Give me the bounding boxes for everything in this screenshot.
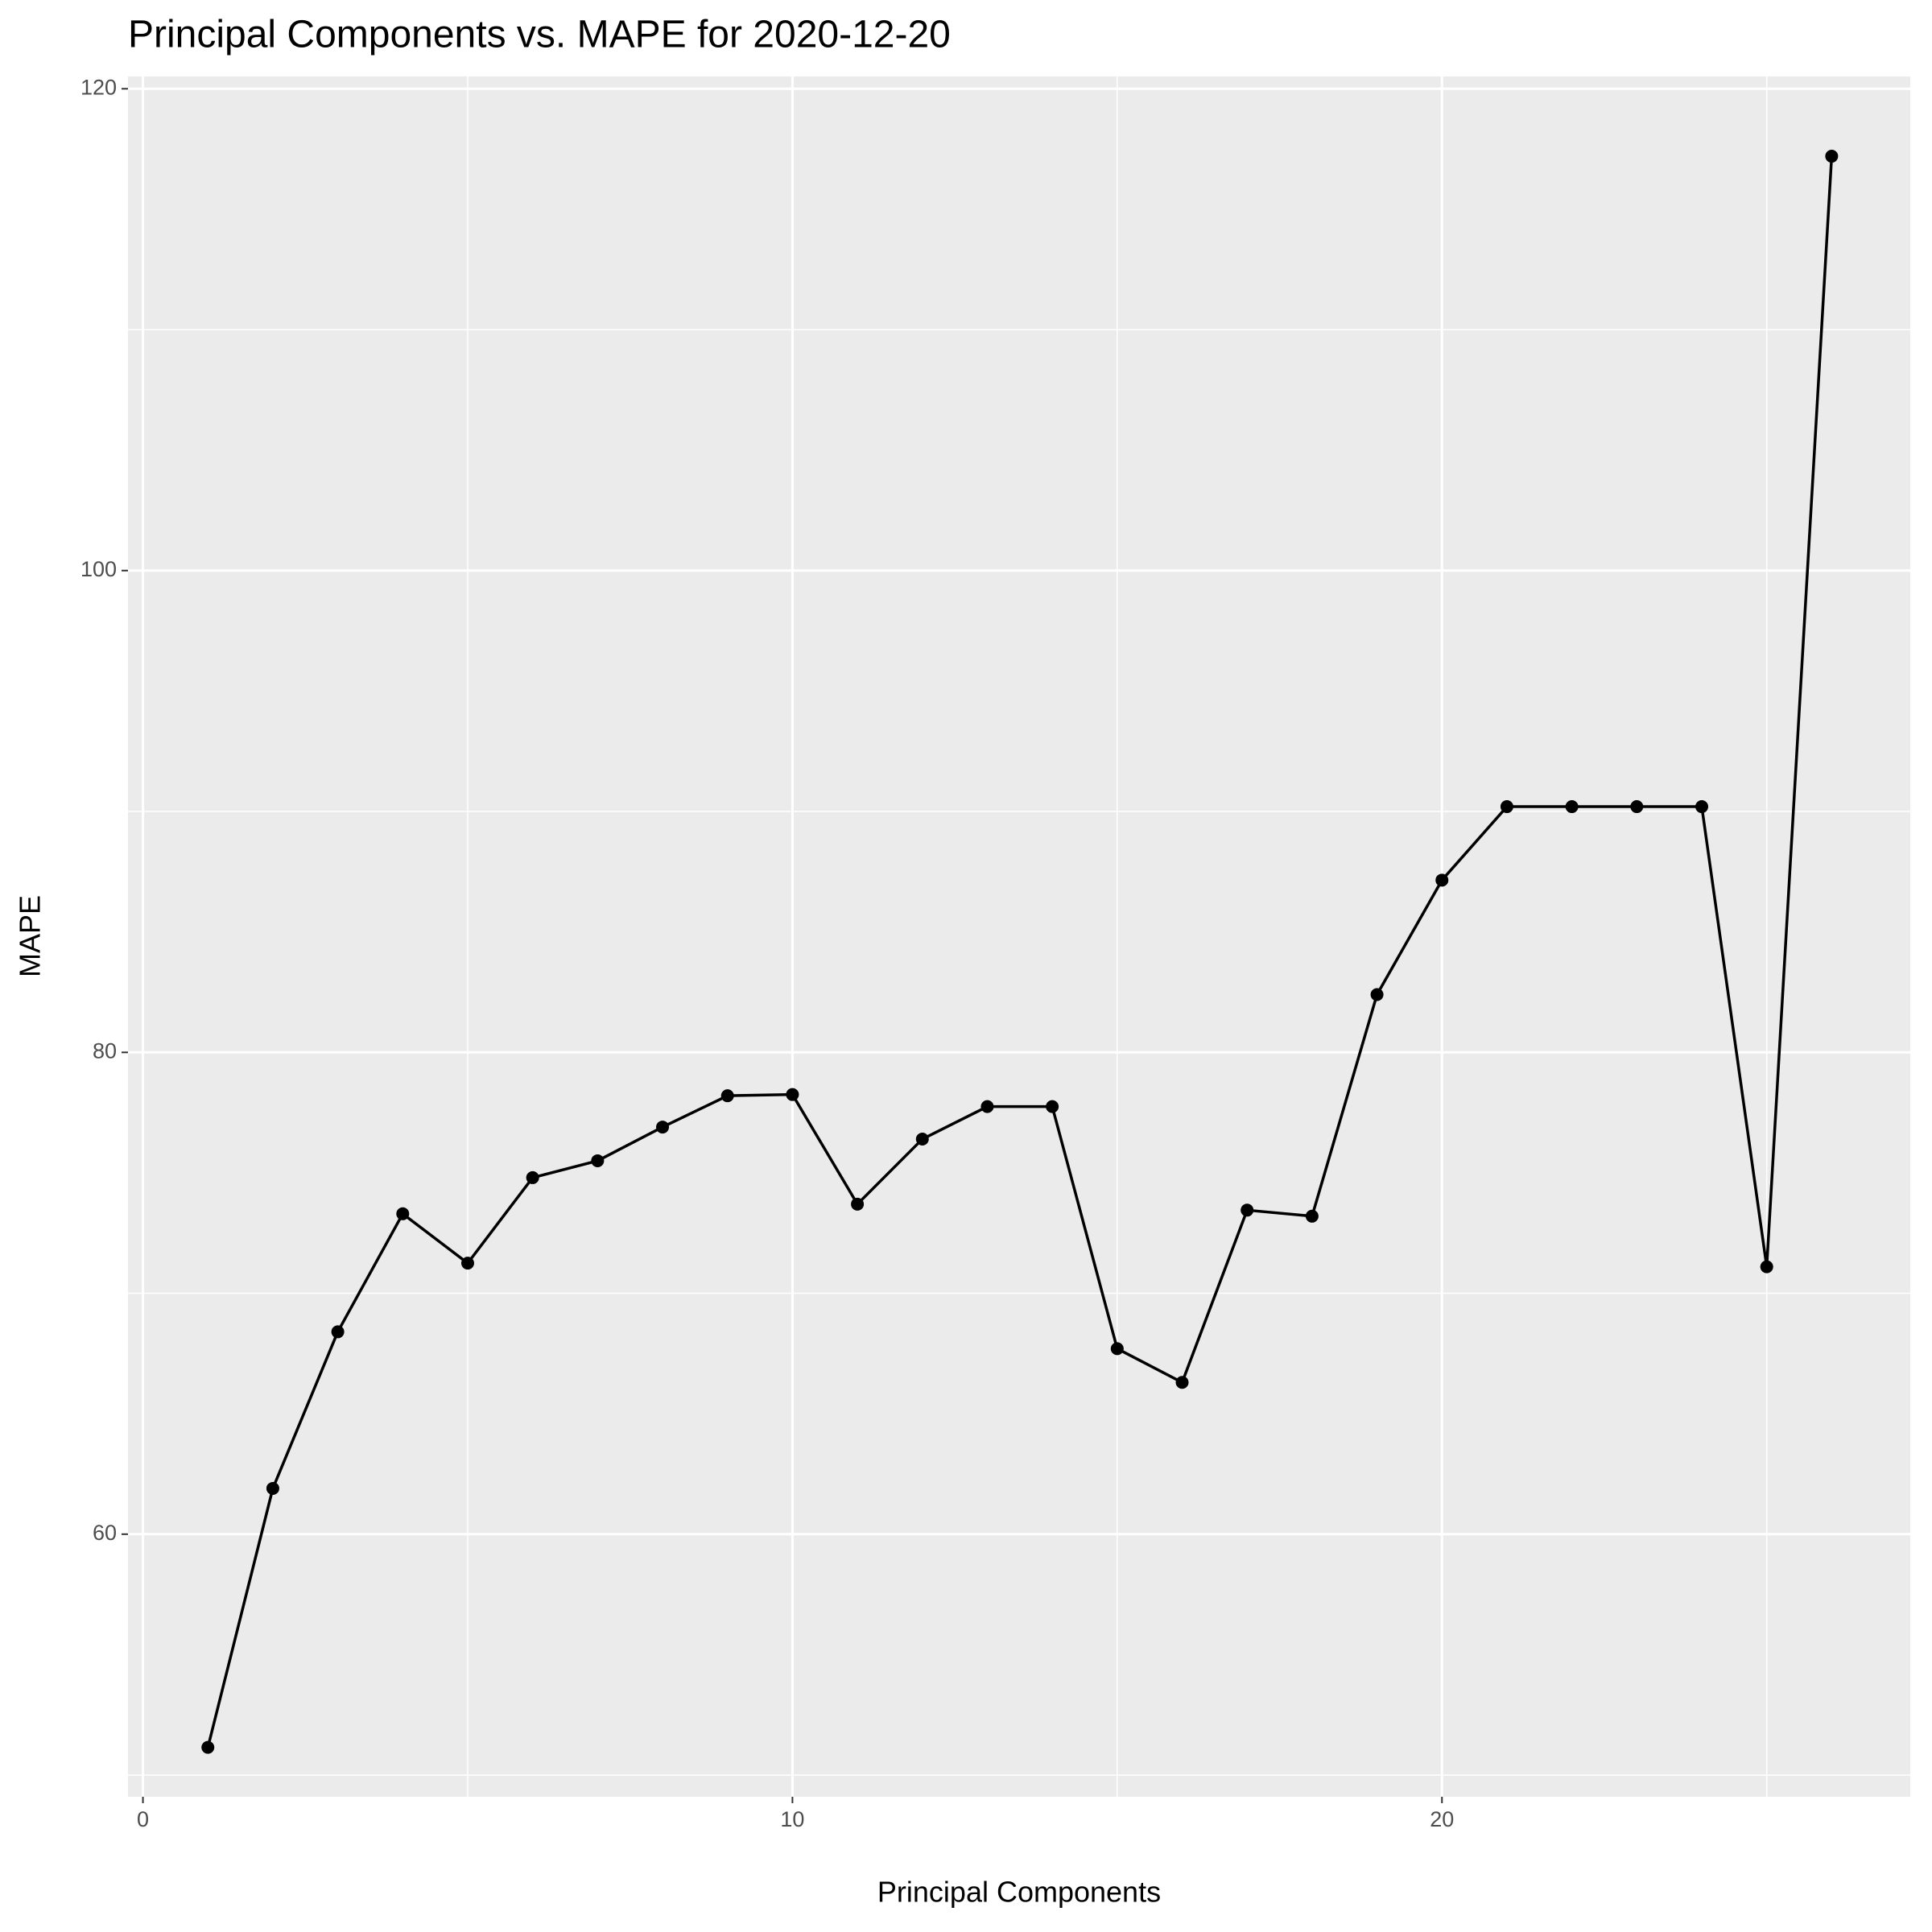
minor-grid: [128, 76, 1910, 1797]
point: [266, 1481, 279, 1495]
point: [1110, 1342, 1124, 1356]
point: [1760, 1260, 1773, 1274]
x-tick-label: 20: [1430, 1807, 1454, 1831]
y-tick-label: 100: [80, 557, 117, 581]
y-tick-label: 60: [93, 1521, 117, 1545]
point: [1046, 1100, 1059, 1113]
y-axis-title: MAPE: [14, 895, 47, 977]
point: [1305, 1209, 1319, 1223]
point: [1175, 1376, 1189, 1389]
point: [720, 1089, 734, 1103]
point: [526, 1170, 539, 1184]
point: [786, 1088, 799, 1101]
point: [1630, 800, 1644, 814]
point: [656, 1121, 670, 1134]
point: [1565, 800, 1579, 814]
marks: [201, 150, 1839, 1754]
x-tick-label: 10: [780, 1807, 804, 1831]
point: [1500, 800, 1513, 814]
point: [1435, 873, 1449, 887]
point: [1370, 988, 1384, 1001]
point: [1695, 800, 1709, 814]
point: [460, 1257, 474, 1270]
point: [396, 1207, 410, 1220]
point: [331, 1325, 345, 1339]
y-tick-label: 80: [93, 1038, 117, 1063]
point: [851, 1197, 865, 1211]
y-tick-label: 120: [80, 75, 117, 99]
x-axis-title: Principal Components: [877, 1876, 1161, 1909]
line: [206, 155, 1834, 1748]
point: [980, 1100, 994, 1113]
point: [1241, 1203, 1254, 1217]
point: [915, 1133, 929, 1146]
plot-panel: [128, 76, 1910, 1797]
point: [201, 1740, 215, 1754]
chart-title: Principal Components vs. MAPE for 2020-1…: [128, 14, 951, 56]
major-grid: [128, 76, 1910, 1797]
point: [1825, 150, 1839, 163]
point: [591, 1154, 605, 1167]
x-tick-label: 0: [137, 1807, 149, 1831]
